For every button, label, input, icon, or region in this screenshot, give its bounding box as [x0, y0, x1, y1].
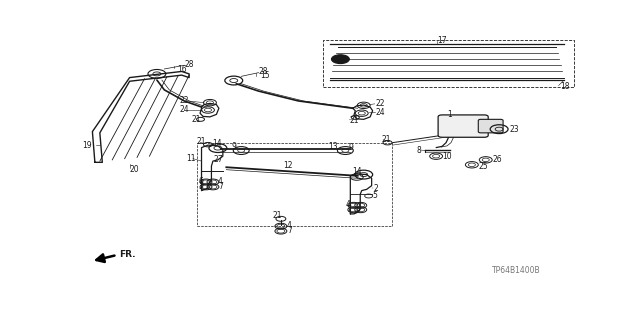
Text: 24: 24 [375, 108, 385, 117]
FancyBboxPatch shape [438, 115, 488, 137]
Circle shape [332, 55, 349, 63]
Text: 12: 12 [284, 161, 293, 170]
Text: TP64B1400B: TP64B1400B [492, 266, 541, 275]
Text: 25: 25 [479, 161, 488, 171]
Text: 5: 5 [372, 191, 378, 200]
Text: 9: 9 [349, 143, 354, 152]
Text: 28: 28 [259, 67, 268, 76]
Text: 7: 7 [346, 205, 351, 214]
Text: 18: 18 [560, 82, 570, 91]
Text: 14: 14 [352, 167, 362, 176]
Text: 23: 23 [509, 125, 519, 134]
Text: 17: 17 [437, 36, 447, 45]
Text: 22: 22 [179, 96, 189, 105]
Text: 13: 13 [328, 142, 338, 151]
Text: 7: 7 [287, 226, 292, 235]
Text: 21: 21 [196, 137, 206, 146]
Text: 16: 16 [177, 65, 186, 74]
Text: 19: 19 [83, 141, 92, 150]
Text: 4: 4 [346, 200, 351, 209]
Text: 4: 4 [218, 177, 223, 186]
Text: 2: 2 [374, 184, 378, 193]
Text: 7: 7 [218, 182, 223, 191]
Text: 11: 11 [187, 154, 196, 163]
Text: 24: 24 [179, 105, 189, 114]
Text: 21: 21 [273, 211, 282, 220]
Text: 28: 28 [184, 60, 194, 69]
Text: 1: 1 [447, 110, 452, 119]
Text: 14: 14 [212, 139, 221, 148]
Text: 21: 21 [381, 136, 391, 145]
Text: 9: 9 [231, 142, 236, 151]
Text: 4: 4 [287, 221, 292, 230]
Text: FR.: FR. [118, 250, 135, 259]
Text: 3: 3 [198, 182, 203, 191]
Text: 21: 21 [191, 115, 201, 124]
Text: 8: 8 [416, 145, 421, 154]
FancyBboxPatch shape [478, 119, 503, 133]
Text: 20: 20 [129, 165, 140, 174]
Text: 6: 6 [198, 177, 203, 186]
Text: 26: 26 [493, 155, 502, 164]
Text: 22: 22 [375, 99, 385, 108]
Text: 27: 27 [214, 155, 223, 164]
Text: 10: 10 [442, 152, 452, 161]
Text: 21: 21 [349, 116, 359, 125]
Text: 15: 15 [260, 71, 269, 80]
